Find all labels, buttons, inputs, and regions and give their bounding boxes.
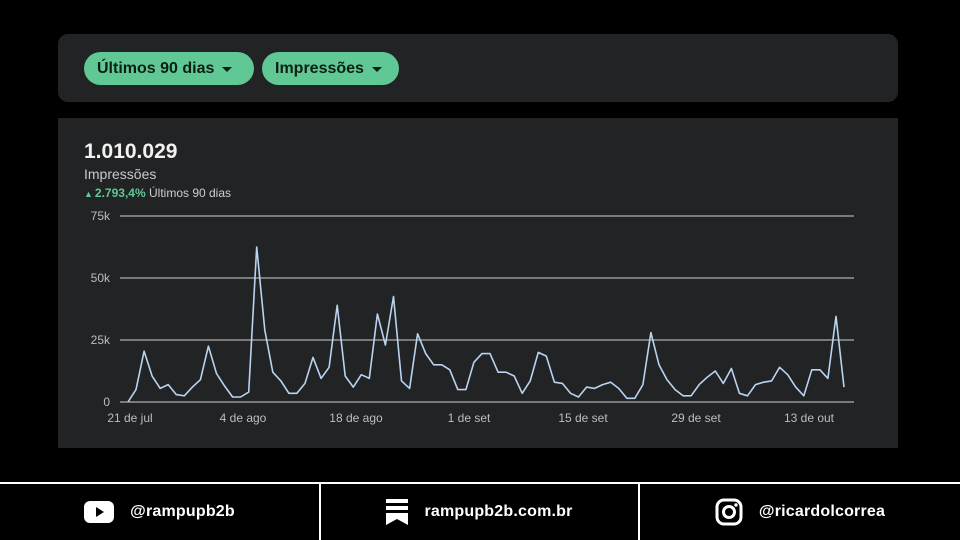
- footer-divider: [319, 484, 321, 540]
- impressions-line-chart: 0 25k 50k 75k 21 de jul 4 de ago 18 de ago 1 de…: [91, 209, 854, 425]
- change-period: Últimos 90 dias: [148, 186, 232, 200]
- metric-name: Impressões: [84, 166, 157, 182]
- bookmark-icon: [386, 499, 409, 525]
- period-filter-label: Últimos 90 dias: [97, 59, 215, 77]
- x-tick-label: 29 de set: [671, 411, 721, 425]
- caret-down-icon: [222, 66, 233, 72]
- x-tick-label: 18 de ago: [329, 411, 383, 425]
- period-filter-dropdown[interactable]: Últimos 90 dias: [84, 52, 254, 85]
- instagram-icon: [715, 498, 743, 526]
- x-tick-label: 1 de set: [448, 411, 491, 425]
- website-url: rampupb2b.com.br: [424, 503, 573, 520]
- y-tick-label: 50k: [91, 271, 111, 285]
- youtube-link[interactable]: @rampupb2b: [0, 484, 319, 540]
- y-tick-label: 25k: [91, 333, 111, 347]
- total-impressions: 1.010.029: [84, 140, 178, 163]
- y-tick-label: 75k: [91, 209, 111, 223]
- caret-down-icon: [371, 66, 382, 72]
- change-value: 2.793,4%: [94, 186, 146, 200]
- footer-bar: @rampupb2b rampupb2b.com.br @ricardolcor…: [0, 482, 960, 540]
- x-tick-label: 15 de set: [558, 411, 608, 425]
- filter-bar: Últimos 90 dias Impressões: [58, 34, 898, 102]
- website-link[interactable]: rampupb2b.com.br: [321, 484, 638, 540]
- x-tick-label: 4 de ago: [220, 411, 267, 425]
- metric-filter-label: Impressões: [275, 59, 364, 77]
- youtube-icon: [84, 501, 115, 523]
- impressions-chart-card: 1.010.029 Impressões ▲ 2.793,4% Últimos 9…: [58, 118, 898, 448]
- instagram-handle: @ricardolcorrea: [758, 503, 886, 520]
- y-tick-label: 0: [103, 395, 110, 409]
- triangle-up-icon: ▲: [84, 189, 93, 199]
- youtube-handle: @rampupb2b: [130, 503, 235, 520]
- impressions-series-line: [127, 246, 845, 403]
- change-indicator: ▲ 2.793,4% Últimos 90 dias: [84, 186, 231, 200]
- instagram-link[interactable]: @ricardolcorrea: [640, 484, 960, 540]
- x-tick-label: 13 de out: [784, 411, 835, 425]
- metric-filter-dropdown[interactable]: Impressões: [262, 52, 399, 85]
- x-tick-label: 21 de jul: [107, 411, 152, 425]
- footer-divider: [638, 484, 640, 540]
